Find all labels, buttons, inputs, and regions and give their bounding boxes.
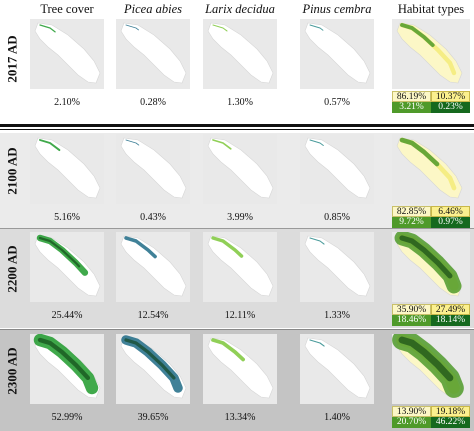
habitat-share-2: 27.49% bbox=[431, 304, 470, 315]
row-label-2100: 2100 AD bbox=[5, 147, 20, 195]
map-picea-abies-2200 bbox=[116, 232, 190, 302]
row-separator bbox=[0, 228, 474, 229]
habitat-share-4: 46.22% bbox=[431, 417, 470, 428]
habitat-share-2: 10.37% bbox=[431, 91, 470, 102]
map-picea-abies-2017 bbox=[116, 19, 190, 89]
column-header-larix-decidua: Larix decidua bbox=[205, 2, 275, 16]
percent-larix-decidua: 3.99% bbox=[227, 212, 253, 223]
habitat-share-1: 35.90% bbox=[392, 304, 431, 315]
habitat-share-4: 0.97% bbox=[431, 217, 470, 228]
map-larix-decidua-2300 bbox=[203, 334, 277, 404]
habitat-share-3: 18.46% bbox=[392, 315, 431, 326]
map-larix-decidua-2200 bbox=[203, 232, 277, 302]
map-picea-abies-2300 bbox=[116, 334, 190, 404]
percent-tree-cover: 25.44% bbox=[51, 310, 83, 321]
row-label-2017: 2017 AD bbox=[5, 35, 20, 83]
percent-picea-abies: 0.43% bbox=[140, 212, 166, 223]
percent-tree-cover: 5.16% bbox=[54, 212, 80, 223]
percent-picea-abies: 0.28% bbox=[140, 97, 166, 108]
map-pinus-cembra-2200 bbox=[300, 232, 374, 302]
habitat-share-1: 13.90% bbox=[392, 406, 431, 417]
map-tree-cover-2300 bbox=[30, 334, 104, 404]
habitat-share-1: 86.19% bbox=[392, 91, 431, 102]
map-habitat-types-2100 bbox=[392, 134, 470, 204]
row-label-2300: 2300 AD bbox=[5, 347, 20, 395]
percent-picea-abies: 12.54% bbox=[137, 310, 169, 321]
map-tree-cover-2200 bbox=[30, 232, 104, 302]
habitat-share-3: 20.70% bbox=[392, 417, 431, 428]
percent-larix-decidua: 12.11% bbox=[224, 310, 256, 321]
percent-pinus-cembra: 1.33% bbox=[324, 310, 350, 321]
habitat-share-4: 18.14% bbox=[431, 315, 470, 326]
percent-tree-cover: 52.99% bbox=[51, 412, 83, 423]
map-pinus-cembra-2300 bbox=[300, 334, 374, 404]
map-picea-abies-2100 bbox=[116, 134, 190, 204]
column-header-tree-cover: Tree cover bbox=[40, 2, 94, 16]
map-tree-cover-2100 bbox=[30, 134, 104, 204]
row-separator-thick bbox=[0, 124, 474, 127]
map-larix-decidua-2100 bbox=[203, 134, 277, 204]
column-header-pinus-cembra: Pinus cembra bbox=[302, 2, 372, 16]
habitat-share-3: 3.21% bbox=[392, 102, 431, 113]
percent-picea-abies: 39.65% bbox=[137, 412, 169, 423]
map-larix-decidua-2017 bbox=[203, 19, 277, 89]
map-habitat-types-2017 bbox=[392, 19, 470, 89]
habitat-share-1: 82.85% bbox=[392, 206, 431, 217]
map-pinus-cembra-2017 bbox=[300, 19, 374, 89]
row-separator-thin bbox=[0, 129, 474, 130]
row-label-2200: 2200 AD bbox=[5, 245, 20, 293]
habitat-share-3: 9.72% bbox=[392, 217, 431, 228]
map-habitat-types-2300 bbox=[392, 334, 470, 404]
map-pinus-cembra-2100 bbox=[300, 134, 374, 204]
column-header-picea-abies: Picea abies bbox=[124, 2, 182, 16]
percent-larix-decidua: 13.34% bbox=[224, 412, 256, 423]
percent-larix-decidua: 1.30% bbox=[227, 97, 253, 108]
percent-pinus-cembra: 1.40% bbox=[324, 412, 350, 423]
percent-pinus-cembra: 0.85% bbox=[324, 212, 350, 223]
habitat-share-4: 0.23% bbox=[431, 102, 470, 113]
map-tree-cover-2017 bbox=[30, 19, 104, 89]
habitat-share-2: 6.46% bbox=[431, 206, 470, 217]
percent-tree-cover: 2.10% bbox=[54, 97, 80, 108]
percent-pinus-cembra: 0.57% bbox=[324, 97, 350, 108]
habitat-share-2: 19.18% bbox=[431, 406, 470, 417]
column-header-habitat-types: Habitat types bbox=[397, 2, 465, 16]
row-separator bbox=[0, 329, 474, 330]
map-habitat-types-2200 bbox=[392, 232, 470, 302]
